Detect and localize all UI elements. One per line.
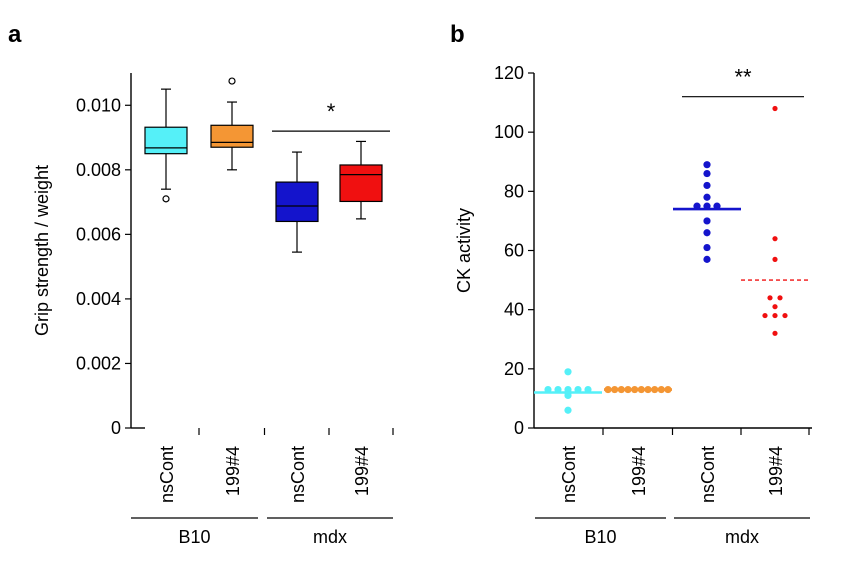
y-axis-label: Grip strength / weight bbox=[32, 165, 52, 336]
data-point bbox=[703, 255, 711, 263]
data-point bbox=[782, 312, 788, 319]
data-point bbox=[772, 330, 778, 336]
data-point bbox=[772, 236, 778, 242]
data-point bbox=[564, 368, 572, 376]
y-tick-label: 100 bbox=[494, 122, 524, 142]
y-tick-label: 0 bbox=[111, 418, 121, 438]
y-tick-label: 120 bbox=[494, 63, 524, 83]
significance-marker: * bbox=[327, 99, 336, 124]
data-point bbox=[772, 105, 778, 112]
panel-a-label: a bbox=[8, 21, 22, 48]
box bbox=[144, 126, 188, 155]
data-point bbox=[777, 295, 783, 301]
data-point bbox=[703, 229, 711, 237]
group-label: B10 bbox=[178, 527, 210, 547]
y-tick-label: 0.004 bbox=[76, 289, 121, 309]
category-label: nsCont bbox=[288, 446, 308, 503]
category-label: nsCont bbox=[157, 446, 177, 503]
data-point bbox=[772, 312, 778, 319]
data-point bbox=[564, 406, 572, 414]
y-tick-label: 0.010 bbox=[76, 95, 121, 115]
category-label: nsCont bbox=[559, 446, 579, 503]
data-point bbox=[703, 217, 711, 225]
category-label: nsCont bbox=[698, 446, 718, 503]
data-point bbox=[703, 193, 711, 201]
category-label: 199#4 bbox=[629, 446, 649, 496]
data-point bbox=[767, 295, 773, 301]
y-tick-label: 0.002 bbox=[76, 353, 121, 373]
outlier-point bbox=[228, 77, 236, 85]
panel-a-grip-strength-chart: a 0 0.002 0.004 0.006 0.008 0.010 Grip strengt… bbox=[8, 21, 394, 547]
data-point bbox=[772, 256, 778, 262]
group-label: mdx bbox=[313, 527, 347, 547]
box bbox=[339, 164, 383, 203]
y-tick-label: 80 bbox=[504, 181, 524, 201]
data-point bbox=[762, 312, 768, 319]
y-axis-label: CK activity bbox=[454, 208, 474, 293]
outlier-point bbox=[162, 195, 170, 203]
panel-b-ck-activity-chart: b 0 20 40 60 80 100 120 CK activity nsCont 199#4 n… bbox=[450, 21, 812, 547]
y-tick-label: 20 bbox=[504, 359, 524, 379]
box bbox=[210, 124, 254, 148]
data-point bbox=[703, 169, 711, 178]
panel-b-label: b bbox=[450, 21, 465, 48]
significance-marker: ** bbox=[734, 65, 752, 90]
y-tick-label: 0 bbox=[514, 418, 524, 438]
data-point bbox=[703, 243, 711, 252]
category-label: 199#4 bbox=[766, 446, 786, 496]
y-tick-label: 40 bbox=[504, 300, 524, 320]
y-tick-label: 0.008 bbox=[76, 160, 121, 180]
data-point bbox=[703, 181, 711, 190]
y-tick-label: 0.006 bbox=[76, 224, 121, 244]
data-point bbox=[772, 304, 778, 310]
group-label: mdx bbox=[725, 527, 759, 547]
y-tick-label: 60 bbox=[504, 241, 524, 261]
box bbox=[275, 181, 319, 223]
category-label: 199#4 bbox=[352, 446, 372, 496]
group-label: B10 bbox=[584, 527, 616, 547]
category-label: 199#4 bbox=[223, 446, 243, 496]
data-point bbox=[703, 161, 711, 169]
